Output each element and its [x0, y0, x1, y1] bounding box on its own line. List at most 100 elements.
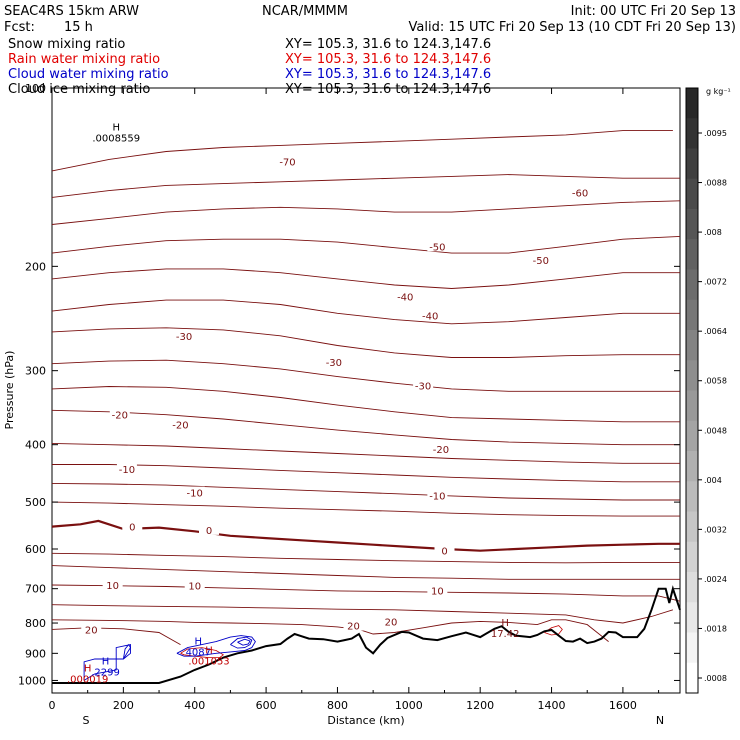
- extremum-marker: H: [84, 663, 92, 674]
- isotherm-label-mask: [174, 329, 195, 341]
- isotherm-line: [51, 627, 181, 645]
- rain-contour-layer: [180, 625, 563, 658]
- forecast-label: Fcst:: [4, 20, 35, 35]
- valid-time: Valid: 15 UTC Fri 20 Sep 13 (10 CDT Fri …: [409, 20, 736, 35]
- x-axis-right-end: N: [656, 714, 664, 727]
- isotherm-line: [51, 268, 680, 289]
- isotherm-line: [51, 565, 680, 580]
- isotherm-line: [51, 235, 681, 254]
- y-tick-label: 400: [25, 439, 46, 452]
- cloud-water-contour-layer: [83, 635, 256, 681]
- isotherm-line: [51, 409, 680, 446]
- isotherm-line: [51, 604, 674, 624]
- isotherm-label: -10: [119, 465, 135, 476]
- colorbar-tick-label: .0088: [704, 179, 727, 188]
- cloud-water-contour: [83, 644, 131, 681]
- extremum-marker: H: [112, 123, 120, 134]
- colorbar-swatch: [686, 209, 698, 240]
- isotherm-label: -60: [572, 188, 588, 199]
- isotherm-label-mask: [116, 463, 137, 475]
- colorbar-swatch: [686, 330, 698, 361]
- isotherm-label-mask: [170, 418, 191, 430]
- isotherm-label-mask: [434, 544, 455, 556]
- colorbar-swatch: [686, 88, 698, 119]
- isotherm-line: [51, 619, 609, 642]
- isotherm-label: 0: [206, 526, 212, 537]
- isotherm-line: [51, 200, 681, 225]
- isotherm-line: [51, 174, 680, 198]
- isotherm-line: [51, 442, 680, 464]
- colorbar-swatch: [686, 572, 698, 603]
- isotherm-label: -50: [429, 242, 445, 253]
- colorbar-swatch: [686, 541, 698, 573]
- colorbar-swatch: [686, 299, 698, 331]
- isotherm-label: -70: [279, 157, 295, 168]
- colorbar-frame: [685, 87, 699, 694]
- colorbar-tick-label: .0024: [704, 575, 727, 584]
- field-legend: Snow mixing ratio XY= 105.3, 31.6 to 124…: [8, 37, 491, 97]
- colorbar-unit: g kg⁻¹: [706, 87, 731, 96]
- y-tick-label: 900: [25, 647, 46, 660]
- legend-cloud-water-xy: XY= 105.3, 31.6 to 124.3,147.6: [285, 67, 491, 82]
- isotherm-label: -50: [533, 256, 549, 267]
- isotherm-line: [51, 584, 681, 602]
- colorbar-tick-label: .0064: [704, 327, 727, 336]
- x-tick-label: 400: [184, 699, 205, 712]
- isotherm-label: -30: [415, 382, 431, 393]
- extremum-marker: H: [501, 618, 509, 629]
- colorbar-tick-label: .0058: [704, 377, 727, 386]
- isotherm-line: [51, 359, 680, 392]
- extremum-value: .000019: [67, 674, 108, 685]
- x-tick-label: 600: [256, 699, 277, 712]
- isotherm-line: [51, 482, 680, 501]
- forecast-hour: 15 h: [64, 20, 93, 35]
- colorbar-swatch: [686, 511, 698, 543]
- isotherm-label-mask: [570, 186, 591, 198]
- y-tick-label: 300: [25, 365, 46, 378]
- isotherm-label-mask: [184, 486, 205, 498]
- isotherm-label-mask: [380, 615, 401, 627]
- extremum-marker: H: [102, 657, 110, 668]
- x-tick-label: 0: [49, 699, 56, 712]
- isotherm-label: -10: [187, 489, 203, 500]
- isotherm-label: -10: [429, 491, 445, 502]
- isotherm-line: [51, 519, 680, 552]
- isotherm-label: 10: [431, 587, 444, 598]
- isotherm-line: [51, 501, 680, 517]
- legend-cloud-water-name: Cloud water mixing ratio: [8, 67, 169, 82]
- isotherm-line: [51, 386, 680, 423]
- cloud-water-contour: [176, 635, 256, 657]
- x-tick-label: 200: [113, 699, 134, 712]
- contour-label-layer: -70 -60 -50 -50 -40 -40 -30 -30 -30 -20 -20 -20 -10 -…: [81, 155, 591, 636]
- isotherm-label: 20: [85, 625, 98, 636]
- colorbar-tick-label: .0072: [704, 278, 727, 287]
- extremum-marker: H: [205, 645, 213, 656]
- colorbar-tick-label: .0095: [704, 129, 727, 138]
- init-time: Init: 00 UTC Fri 20 Sep 13: [571, 4, 736, 19]
- colorbar-swatch: [686, 662, 698, 694]
- extrema-annotation-layer: H.0008559H.2299H4087H.000019H.001053H17.…: [67, 123, 519, 686]
- extremum-value: .001053: [188, 656, 229, 667]
- organization-label: NCAR/MMMM: [262, 4, 348, 19]
- colorbar: .0095 .0088 .008 .0072 .0064 .0058 .0048 .004 .0…: [685, 87, 727, 694]
- isotherm-label: 10: [188, 582, 201, 593]
- isotherm-label: 10: [106, 581, 119, 592]
- colorbar-swatch: [686, 451, 698, 482]
- cloud-water-contour: [122, 643, 132, 660]
- colorbar-tick-label: .0048: [704, 426, 727, 435]
- isotherm-label: -30: [176, 332, 192, 343]
- isotherm-label: -20: [112, 411, 128, 422]
- isotherm-label-mask: [420, 309, 441, 321]
- isotherm-label-mask: [122, 520, 143, 532]
- y-tick-label: 700: [25, 583, 46, 596]
- model-title: SEAC4RS 15km ARW: [4, 4, 139, 19]
- extremum-value: .0008559: [92, 134, 140, 145]
- isotherm-line: [51, 130, 673, 172]
- isotherm-label-mask: [427, 584, 448, 596]
- colorbar-swatch: [686, 118, 698, 149]
- isotherm-label: -30: [326, 358, 342, 369]
- isotherm-label-mask: [184, 579, 205, 591]
- colorbar-swatch: [686, 390, 698, 422]
- y-tick-label: 800: [25, 617, 46, 630]
